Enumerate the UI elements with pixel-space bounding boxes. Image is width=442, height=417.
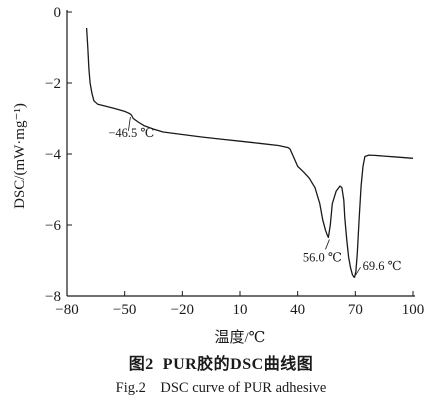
annotation-label: −46.5 ℃: [108, 126, 154, 140]
chart-annotations: −46.5 ℃ 56.0 ℃ 69.6 ℃: [108, 116, 402, 276]
x-tick-label: 70: [348, 302, 363, 318]
y-tick-label: −8: [45, 289, 61, 305]
caption-en-figure-number: Fig.2: [115, 380, 146, 396]
dsc-curve-line: [85, 27, 414, 278]
y-tick-label: −2: [45, 76, 61, 92]
y-tick-label: −4: [45, 147, 61, 163]
annotation-leader-line: [325, 239, 330, 250]
x-tick-label: 40: [290, 302, 305, 318]
annotation-label: 56.0 ℃: [303, 250, 342, 264]
x-tick-label: 100: [402, 302, 425, 318]
x-tick-label: −20: [171, 302, 194, 318]
caption-cn-title: PUR胶的DSC曲线图: [162, 356, 314, 373]
y-tick-label: −6: [45, 218, 61, 234]
y-axis-title: DSC/(mW·mg⁻¹): [12, 103, 28, 209]
annotation-label: 69.6 ℃: [363, 259, 402, 273]
chart-axes: [66, 10, 415, 297]
x-tick-label: −50: [113, 302, 136, 318]
caption-cn-figure-number: 图2: [128, 356, 154, 373]
dsc-chart: −80 −50 −20 10 40 70 100 0 −2 −4 −6 −8 −46.5 ℃ 56.0 …: [12, 5, 424, 345]
chart-series: [85, 27, 414, 278]
caption-chinese: 图2 PUR胶的DSC曲线图: [0, 350, 442, 374]
x-axis-title: 温度/℃: [215, 329, 266, 345]
x-tick-label: −80: [55, 302, 78, 318]
chart-ticks: −80 −50 −20 10 40 70 100 0 −2 −4 −6 −8: [45, 5, 424, 318]
annotation-leader-line: [355, 266, 361, 276]
y-tick-label: 0: [54, 5, 62, 21]
annotation-leader-line: [127, 116, 131, 132]
x-tick-label: 10: [233, 302, 248, 318]
caption-english: Fig.2 DSC curve of PUR adhesive: [0, 380, 442, 397]
caption-en-title: DSC curve of PUR adhesive: [160, 380, 327, 396]
